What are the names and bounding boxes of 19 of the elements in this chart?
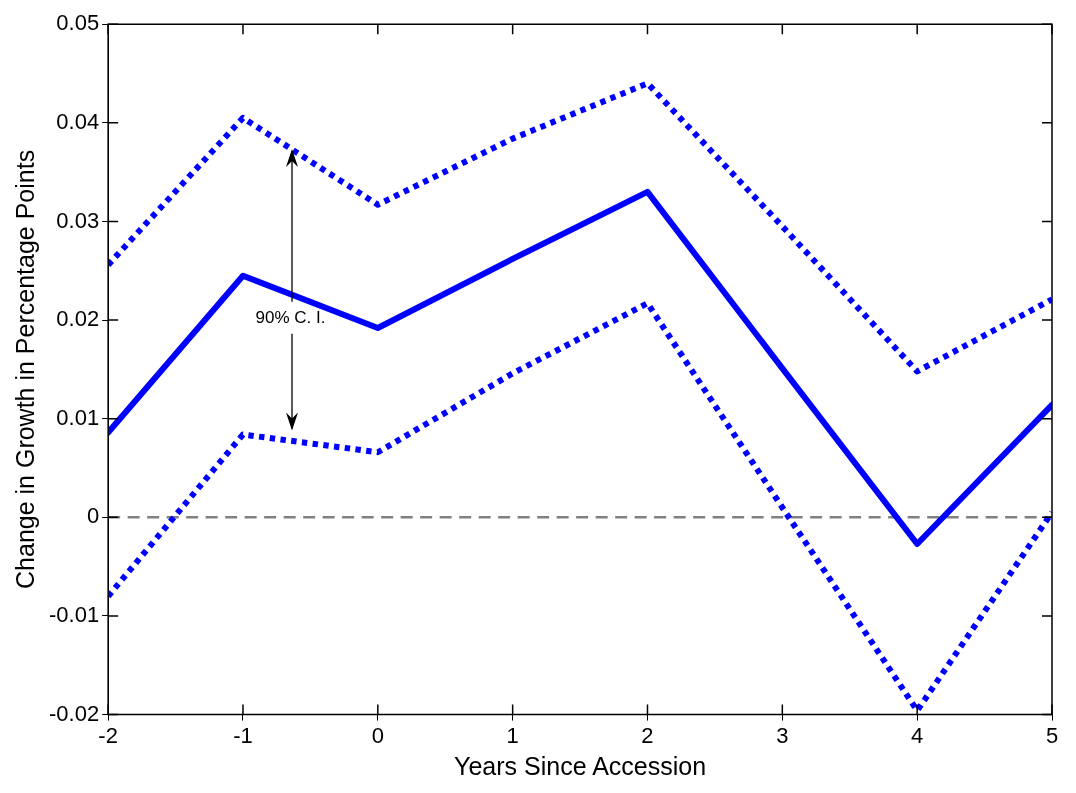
x-tick-label: -1 <box>233 722 253 748</box>
y-tick-label: -0.01 <box>48 602 100 628</box>
y-tick-label: -0.02 <box>48 700 100 726</box>
y-tick-label: 0.02 <box>56 306 100 332</box>
y-tick-label: 0.04 <box>56 108 100 134</box>
y-tick-label: 0.03 <box>56 207 100 233</box>
y-axis-title: Change in Growth in Percentage Points <box>10 149 39 589</box>
x-tick-label: 1 <box>506 722 519 748</box>
x-tick-label: -2 <box>98 722 118 748</box>
x-tick-label: 4 <box>911 722 924 748</box>
y-tick-label: 0 <box>86 503 100 529</box>
x-tick-label: 5 <box>1045 722 1059 748</box>
x-tick-label: 2 <box>641 722 654 748</box>
x-axis-title: Years Since Accession <box>454 751 707 780</box>
x-tick-label: 0 <box>371 722 384 748</box>
y-tick-label: 0.01 <box>56 404 100 430</box>
y-tick-label: 0.05 <box>56 10 100 36</box>
x-tick-label: 3 <box>776 722 789 748</box>
annotation: 90% C. I. <box>255 307 326 330</box>
